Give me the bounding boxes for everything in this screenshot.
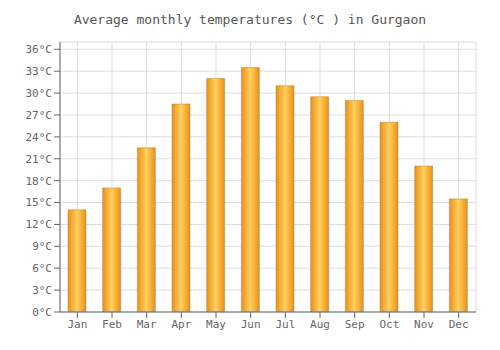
svg-text:Jan: Jan [67, 318, 87, 331]
svg-text:Aug: Aug [310, 318, 330, 331]
svg-text:21°C: 21°C [26, 153, 53, 166]
svg-text:36°C: 36°C [26, 43, 53, 56]
svg-text:Feb: Feb [102, 318, 122, 331]
svg-text:30°C: 30°C [26, 87, 53, 100]
html-text:Average monthly temperatures (: Average monthly temperatures (°C ) in Gu… [73, 12, 427, 27]
svg-text:18°C: 18°C [26, 175, 53, 188]
svg-text:Jul: Jul [275, 318, 295, 331]
svg-text:Nov: Nov [414, 318, 434, 331]
svg-text:33°C: 33°C [26, 65, 53, 78]
svg-text:May: May [206, 318, 226, 331]
svg-text:0°C: 0°C [32, 306, 52, 319]
svg-text:Apr: Apr [171, 318, 191, 331]
svg-text:3°C: 3°C [32, 284, 52, 297]
svg-text:27°C: 27°C [26, 109, 53, 122]
svg-text:15°C: 15°C [26, 196, 53, 209]
svg-text:Oct: Oct [379, 318, 399, 331]
svg-text:9°C: 9°C [32, 240, 52, 253]
svg-text:Jun: Jun [241, 318, 261, 331]
svg-text:Mar: Mar [137, 318, 157, 331]
svg-text:Sep: Sep [345, 318, 365, 331]
svg-text:6°C: 6°C [32, 262, 52, 275]
svg-text:12°C: 12°C [26, 218, 53, 231]
svg-text:Dec: Dec [449, 318, 469, 331]
svg-text:24°C: 24°C [26, 131, 53, 144]
